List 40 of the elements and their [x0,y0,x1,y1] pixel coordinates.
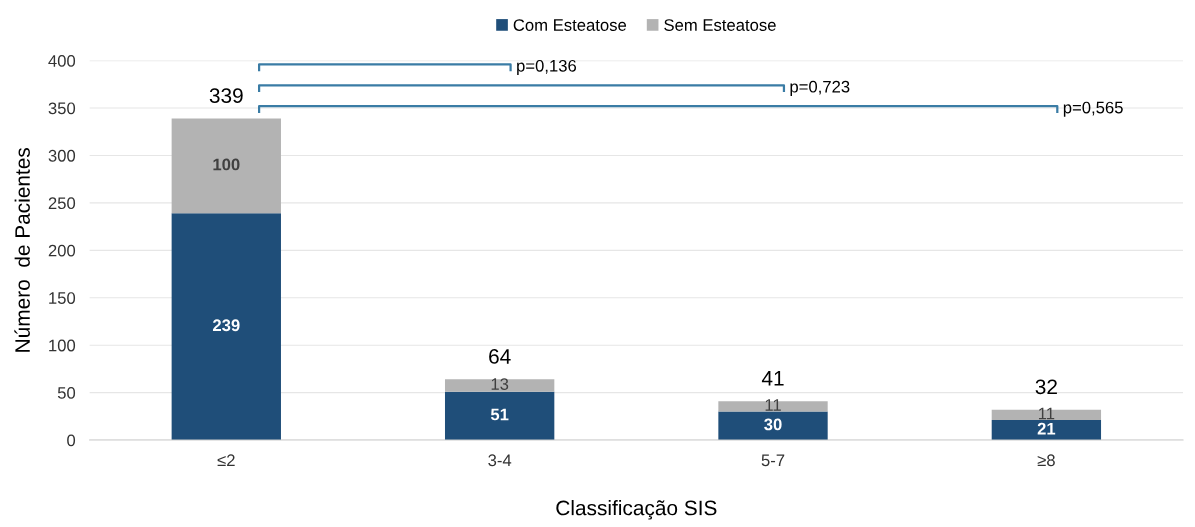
y-tick-label: 0 [67,434,76,447]
y-tick-label: 300 [48,149,76,162]
x-tick-label: ≥8 [1037,454,1055,467]
bar [444,391,555,441]
annotation: p=0,136 [517,59,577,76]
x-axis-title: Classificação SIS [556,500,717,520]
data-label: 13 [491,378,509,390]
bar [718,401,828,412]
y-tick-label: 100 [49,339,76,352]
y-tick-label: 200 [48,244,76,257]
data-label: 30 [764,418,782,431]
legend-label: Com Esteatose [513,19,627,31]
bar [444,379,555,392]
y-axis-title: Número de Pacientes [14,148,30,352]
annotation: p=0,565 [1063,101,1123,117]
legend-label: Sem Esteatose [664,19,776,31]
bar [171,118,281,214]
y-tick-label: 350 [48,102,76,115]
data-label: 21 [1037,422,1056,435]
data-label: 100 [213,158,240,171]
total-label: 339 [209,88,243,103]
x-tick-label: ≤2 [217,454,235,467]
x-tick-label: 5-7 [761,454,785,467]
total-label: 64 [489,349,511,364]
y-tick-label: 250 [48,197,76,210]
data-label: 11 [1038,407,1055,420]
bar [991,420,1102,441]
y-tick-label: 150 [49,292,76,304]
annotation: p=0,723 [790,80,850,96]
data-label: 11 [765,399,781,411]
y-tick-label: 400 [48,55,76,67]
total-label: 41 [761,371,784,386]
bar [171,213,281,441]
x-tick-label: 3-4 [488,454,512,467]
total-label: 32 [1035,379,1057,395]
data-label: 51 [490,408,509,421]
bar [991,409,1102,421]
y-tick-label: 50 [57,387,76,399]
bar [718,411,828,441]
data-label: 239 [212,319,240,332]
